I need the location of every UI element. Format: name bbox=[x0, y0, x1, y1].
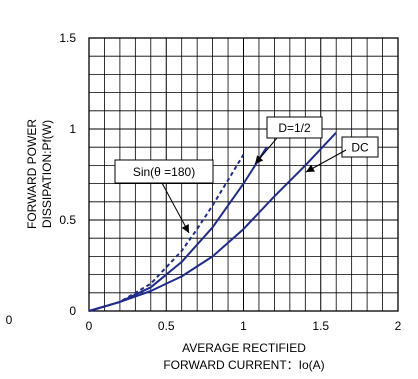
callout-1: D=1/2 bbox=[254, 116, 323, 165]
arrow-head bbox=[255, 155, 264, 164]
grid bbox=[89, 38, 398, 311]
callout-label: Sin(θ =180) bbox=[133, 165, 195, 179]
callout-label: DC bbox=[351, 141, 369, 155]
arrow-head bbox=[181, 224, 189, 233]
x-tick-label: 1 bbox=[240, 319, 247, 333]
callout-2: Sin(θ =180) bbox=[114, 159, 214, 234]
series-line-dc bbox=[88, 131, 337, 312]
callout-box bbox=[114, 159, 214, 184]
series-line-d-1-2 bbox=[88, 146, 268, 312]
y-tick-label: 0 bbox=[69, 304, 76, 318]
callout-box bbox=[341, 136, 379, 158]
x-tick-label: 1.5 bbox=[312, 319, 329, 333]
plot-frame bbox=[88, 37, 399, 312]
series-layer bbox=[88, 131, 337, 312]
plot-border bbox=[88, 37, 399, 312]
y-tick-label: 0.5 bbox=[59, 213, 76, 227]
x-tick-label: 0 bbox=[86, 319, 93, 333]
y-axis-title-line-2: DISSIPATION:Pf(W) bbox=[40, 120, 54, 228]
y-tick-label: 1.5 bbox=[59, 31, 76, 45]
tick-labels: 0 0.5 1 1.5 2 0 0.5 1 1.5 bbox=[59, 31, 401, 333]
x-tick-label: 0.5 bbox=[158, 319, 175, 333]
x-tick-label: 2 bbox=[395, 319, 402, 333]
callout-label: D=1/2 bbox=[278, 121, 311, 135]
arrow-head bbox=[306, 164, 315, 172]
callout-arrow-line bbox=[161, 182, 190, 234]
series-line-sin-180 bbox=[88, 153, 245, 312]
x-axis-title-line-1: AVERAGE RECTIFIED bbox=[182, 341, 306, 355]
stray-tick-label: 0 bbox=[6, 313, 13, 327]
y-axis-title-line-1: FORWARD POWER bbox=[25, 119, 39, 229]
callout-layer: D=1/2 DC Sin(θ =180) bbox=[114, 116, 379, 234]
x-axis-title-line-2: FORWARD CURRENT：Io(A) bbox=[163, 358, 324, 372]
y-tick-label: 1 bbox=[69, 122, 76, 136]
callout-0: DC bbox=[305, 136, 379, 173]
callout-box bbox=[266, 116, 323, 139]
